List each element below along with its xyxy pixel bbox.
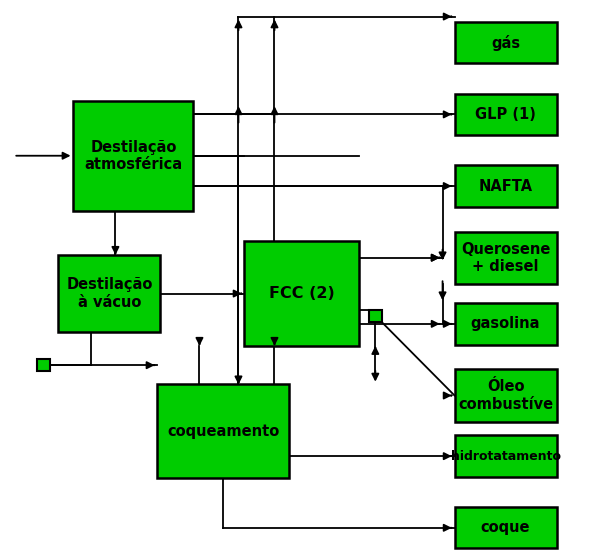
- FancyBboxPatch shape: [74, 101, 194, 211]
- Text: coqueamento: coqueamento: [168, 424, 280, 439]
- FancyBboxPatch shape: [455, 435, 557, 477]
- FancyBboxPatch shape: [455, 94, 557, 135]
- FancyBboxPatch shape: [455, 22, 557, 63]
- FancyBboxPatch shape: [37, 359, 50, 371]
- FancyBboxPatch shape: [368, 310, 382, 322]
- FancyBboxPatch shape: [58, 255, 160, 332]
- FancyBboxPatch shape: [455, 232, 557, 284]
- Text: Óleo
combustíve: Óleo combustíve: [458, 379, 553, 412]
- FancyBboxPatch shape: [455, 370, 557, 422]
- FancyBboxPatch shape: [157, 384, 289, 478]
- Text: GLP (1): GLP (1): [475, 107, 536, 122]
- Text: hidrotatamento: hidrotatamento: [450, 450, 561, 463]
- FancyBboxPatch shape: [244, 241, 359, 346]
- Text: Destilação
à vácuo: Destilação à vácuo: [66, 278, 153, 310]
- Text: coque: coque: [481, 520, 530, 535]
- FancyBboxPatch shape: [455, 507, 557, 548]
- FancyBboxPatch shape: [455, 166, 557, 207]
- Text: FCC (2): FCC (2): [268, 286, 335, 301]
- Text: NAFTA: NAFTA: [479, 178, 532, 193]
- Text: Querosene
+ diesel: Querosene + diesel: [461, 242, 551, 274]
- Text: gás: gás: [491, 35, 520, 51]
- FancyBboxPatch shape: [455, 303, 557, 345]
- Text: gasolina: gasolina: [471, 316, 540, 331]
- Text: Destilação
atmosférica: Destilação atmosférica: [84, 140, 183, 172]
